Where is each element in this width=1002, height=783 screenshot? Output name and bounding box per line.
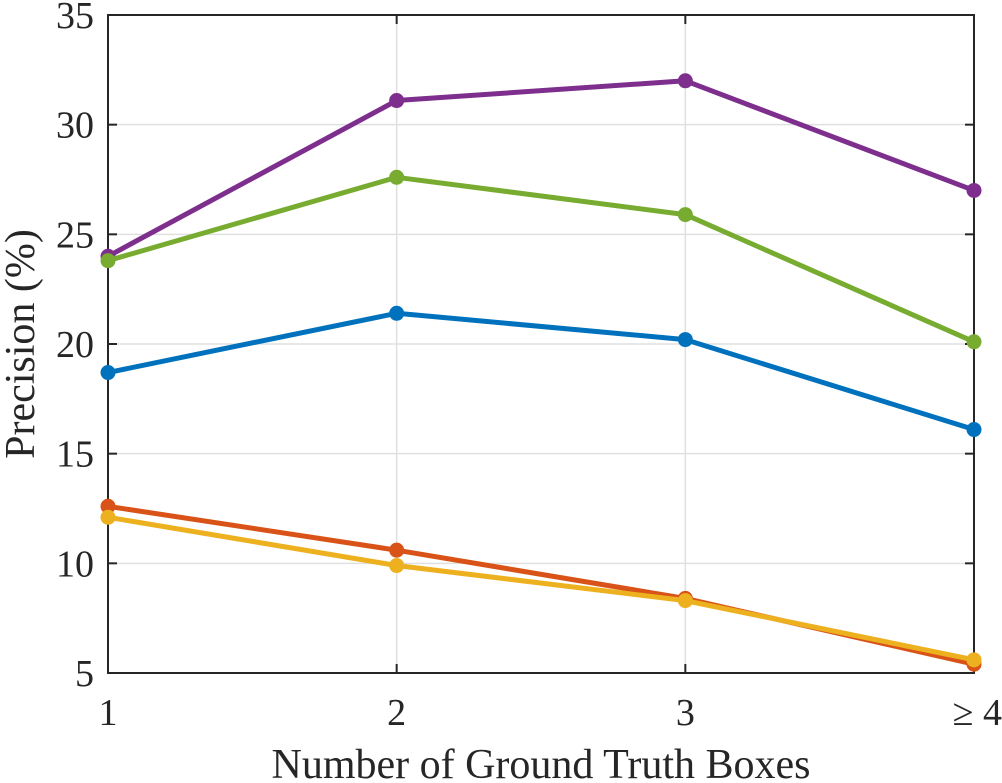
data-point-marker (389, 558, 405, 574)
data-point-marker (100, 365, 116, 381)
data-point-marker (677, 332, 693, 348)
data-point-marker (966, 182, 982, 198)
data-point-marker (100, 509, 116, 525)
data-point-marker (677, 73, 693, 89)
series-line (107, 174, 976, 345)
data-point-marker (100, 253, 116, 269)
y-tick-label: 5 (75, 653, 94, 695)
y-tick-label: 10 (56, 543, 94, 585)
data-point-marker (677, 207, 693, 223)
y-axis-title: Precision (%) (0, 229, 44, 459)
data-point-marker (389, 169, 405, 185)
y-tick-label: 30 (56, 105, 94, 147)
series-blue (100, 305, 982, 438)
y-tick-label: 35 (56, 0, 94, 37)
series-line (106, 78, 975, 259)
series-line (107, 310, 975, 432)
series-line (107, 514, 975, 663)
data-point-marker (389, 542, 405, 558)
x-axis-ticks: 1 2 3 ≥ 4 (99, 15, 1002, 734)
series-green (100, 169, 982, 350)
data-point-marker (389, 93, 405, 109)
series-yellow (100, 509, 982, 668)
y-tick-label: 25 (56, 214, 94, 256)
x-tick-label: 1 (99, 692, 118, 734)
x-axis-title: Number of Ground Truth Boxes (271, 742, 810, 783)
data-point-marker (100, 498, 116, 514)
series-purple (100, 73, 982, 264)
data-point-marker (677, 593, 693, 609)
y-axis-ticks: 5 10 15 20 25 30 35 (56, 0, 974, 695)
x-tick-label: 3 (676, 692, 695, 734)
y-tick-label: 15 (56, 434, 94, 476)
data-point-marker (389, 305, 405, 321)
data-point-marker (966, 652, 982, 668)
data-series (100, 73, 982, 672)
y-tick-label: 20 (56, 324, 94, 366)
data-point-marker (966, 334, 982, 350)
x-tick-label: 2 (387, 692, 406, 734)
x-tick-label: ≥ 4 (953, 692, 1002, 734)
data-point-marker (966, 422, 982, 438)
